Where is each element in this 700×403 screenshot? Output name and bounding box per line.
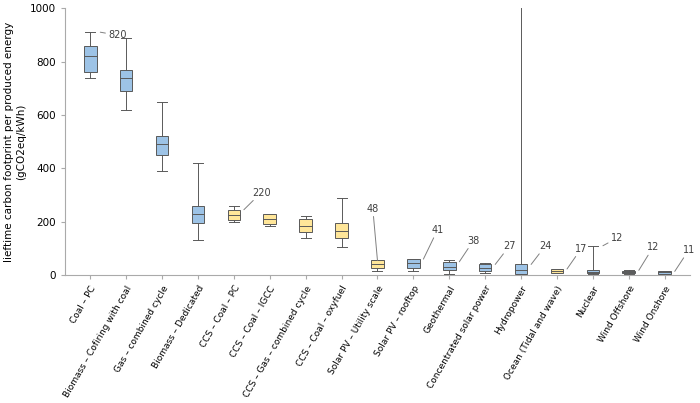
Bar <box>514 264 527 274</box>
Text: 27: 27 <box>495 241 516 264</box>
Bar <box>335 223 348 238</box>
Text: 820: 820 <box>100 30 127 40</box>
Text: 11: 11 <box>675 245 695 271</box>
Text: 12: 12 <box>603 233 623 246</box>
Bar <box>407 259 419 268</box>
Bar <box>228 210 240 220</box>
Text: 48: 48 <box>367 204 379 260</box>
Bar <box>371 260 384 268</box>
Bar <box>659 271 671 274</box>
Bar <box>551 269 564 273</box>
Bar <box>587 270 599 273</box>
Bar <box>84 46 97 72</box>
Text: 24: 24 <box>531 241 552 264</box>
Bar <box>263 214 276 224</box>
Bar <box>155 136 168 155</box>
Bar <box>443 262 456 270</box>
Text: 12: 12 <box>639 243 659 270</box>
Bar <box>120 70 132 91</box>
Y-axis label: lieftime carbon footprint per produced energy
(gCO2eq/kWh): lieftime carbon footprint per produced e… <box>4 21 26 262</box>
Text: 38: 38 <box>459 236 480 262</box>
Bar <box>300 219 312 233</box>
Text: 17: 17 <box>567 244 587 269</box>
Text: 41: 41 <box>424 225 444 259</box>
Bar <box>479 264 491 271</box>
Bar <box>622 270 635 273</box>
Text: 220: 220 <box>244 188 270 210</box>
Bar <box>192 206 204 223</box>
